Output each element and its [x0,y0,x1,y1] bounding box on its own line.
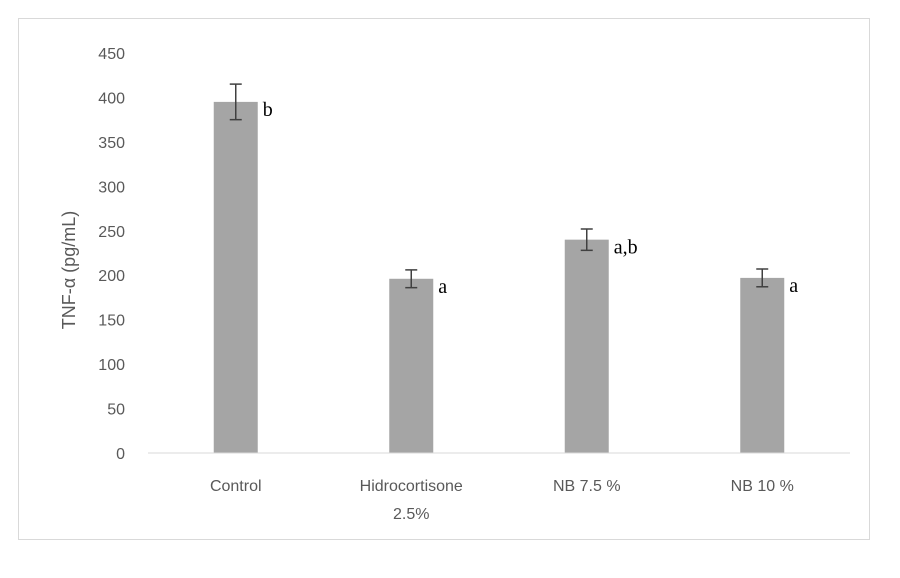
x-axis-labels: Control Hidrocortisone 2.5% NB 7.5 % NB 10 % [210,478,794,523]
y-tick-label: 300 [98,179,125,196]
bar [389,278,434,453]
bar [740,277,785,453]
y-tick-label: 0 [116,446,125,463]
significance-label: b [263,99,273,121]
x-tick-label: Hidrocortisone [360,478,463,495]
y-axis-ticks: 0 50 100 150 200 250 300 350 400 450 [98,46,125,463]
significance-label: a [789,275,798,297]
y-tick-label: 250 [98,224,125,241]
x-tick-label: 2.5% [393,506,429,523]
y-tick-label: 100 [98,357,125,374]
x-tick-label: Control [210,478,262,495]
y-axis-title: TNF-α (pg/mL) [59,211,79,329]
y-tick-label: 450 [98,46,125,63]
bars: b a a,b a [213,83,798,453]
x-tick-label: NB 10 % [731,478,794,495]
y-tick-label: 200 [98,268,125,285]
significance-label: a,b [614,237,638,259]
y-tick-label: 400 [98,90,125,107]
bar [564,239,609,453]
significance-label: a [438,276,447,298]
x-tick-label: NB 7.5 % [553,478,621,495]
y-tick-label: 150 [98,313,125,330]
y-tick-label: 50 [107,402,125,419]
bar [213,101,258,453]
y-tick-label: 350 [98,135,125,152]
